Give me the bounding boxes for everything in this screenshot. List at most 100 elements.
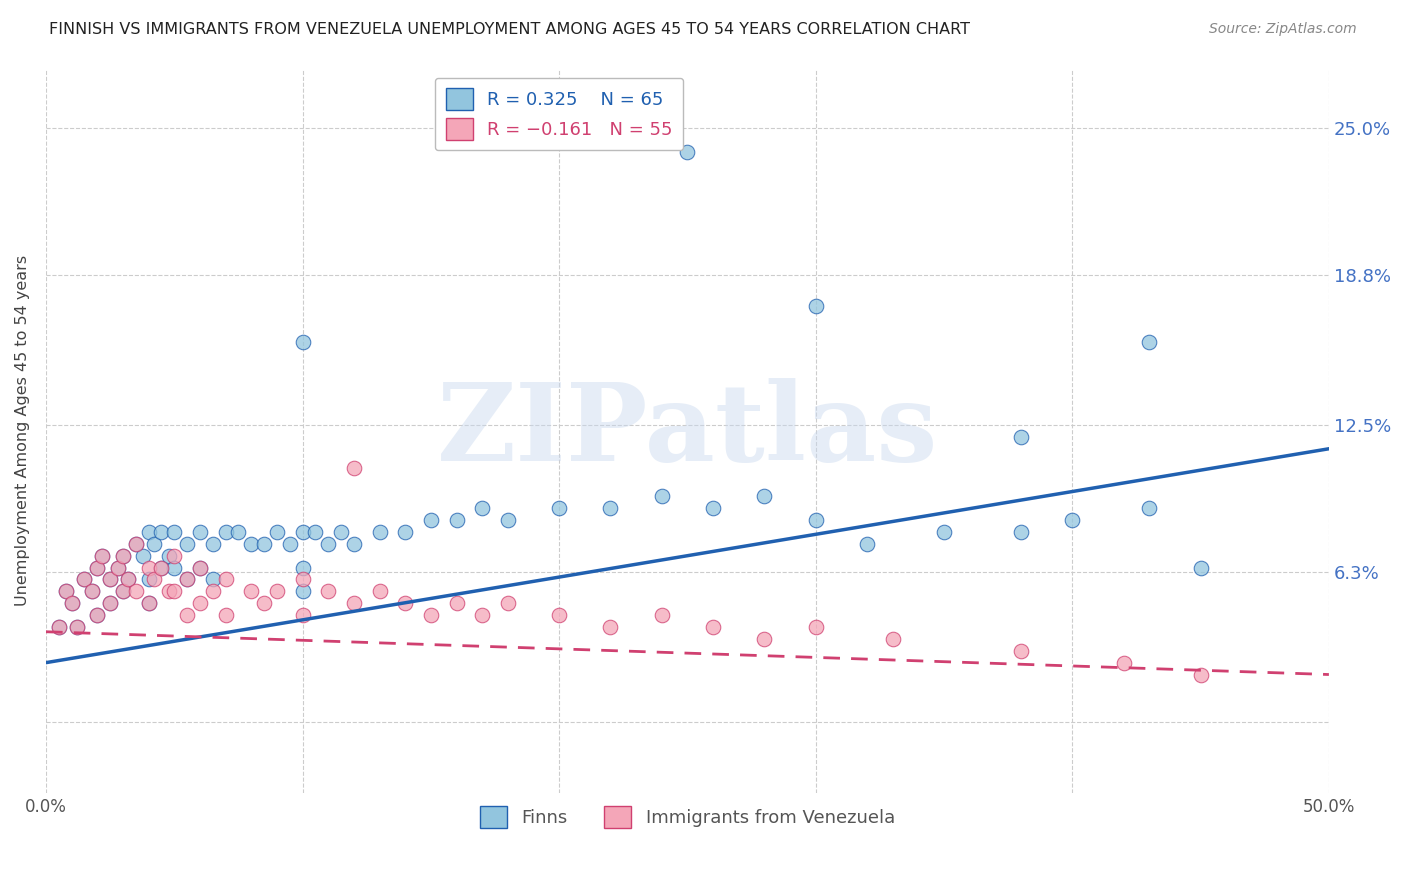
Point — [702, 620, 724, 634]
Y-axis label: Unemployment Among Ages 45 to 54 years: Unemployment Among Ages 45 to 54 years — [15, 255, 30, 607]
Point — [702, 501, 724, 516]
Point — [419, 608, 441, 623]
Point — [125, 584, 148, 599]
Point — [316, 584, 339, 599]
Point — [446, 596, 468, 610]
Point — [91, 549, 114, 563]
Point — [176, 608, 198, 623]
Point — [60, 596, 83, 610]
Point — [266, 524, 288, 539]
Point — [176, 573, 198, 587]
Point — [86, 608, 108, 623]
Point — [142, 537, 165, 551]
Point — [676, 145, 699, 159]
Point — [496, 596, 519, 610]
Point — [394, 524, 416, 539]
Point — [291, 560, 314, 574]
Point — [266, 584, 288, 599]
Point — [138, 524, 160, 539]
Point — [1010, 644, 1032, 658]
Point — [471, 501, 494, 516]
Point — [228, 524, 250, 539]
Point — [599, 620, 621, 634]
Point — [125, 537, 148, 551]
Point — [804, 299, 827, 313]
Point — [98, 573, 121, 587]
Point — [446, 513, 468, 527]
Point — [240, 584, 263, 599]
Point — [214, 524, 236, 539]
Point — [419, 513, 441, 527]
Point — [48, 620, 70, 634]
Point — [651, 608, 673, 623]
Point — [291, 584, 314, 599]
Point — [163, 584, 186, 599]
Point — [343, 460, 366, 475]
Point — [471, 608, 494, 623]
Point — [1137, 334, 1160, 349]
Point — [253, 537, 276, 551]
Point — [86, 560, 108, 574]
Point — [291, 524, 314, 539]
Point — [132, 549, 155, 563]
Point — [188, 560, 211, 574]
Point — [117, 573, 139, 587]
Point — [138, 573, 160, 587]
Point — [1189, 667, 1212, 681]
Point — [86, 608, 108, 623]
Point — [330, 524, 353, 539]
Point — [157, 584, 180, 599]
Point — [343, 537, 366, 551]
Point — [117, 573, 139, 587]
Point — [496, 513, 519, 527]
Legend: Finns, Immigrants from Venezuela: Finns, Immigrants from Venezuela — [472, 798, 903, 835]
Point — [60, 596, 83, 610]
Point — [214, 608, 236, 623]
Point — [1010, 524, 1032, 539]
Point — [368, 524, 391, 539]
Point — [316, 537, 339, 551]
Point — [66, 620, 89, 634]
Point — [754, 489, 776, 503]
Text: Source: ZipAtlas.com: Source: ZipAtlas.com — [1209, 22, 1357, 37]
Point — [55, 584, 77, 599]
Point — [111, 549, 134, 563]
Point — [150, 524, 173, 539]
Point — [86, 560, 108, 574]
Point — [201, 584, 224, 599]
Point — [107, 560, 129, 574]
Point — [1112, 656, 1135, 670]
Point — [55, 584, 77, 599]
Point — [142, 573, 165, 587]
Point — [201, 573, 224, 587]
Point — [73, 573, 96, 587]
Point — [111, 549, 134, 563]
Point — [188, 560, 211, 574]
Point — [368, 584, 391, 599]
Point — [138, 596, 160, 610]
Point — [111, 584, 134, 599]
Point — [1189, 560, 1212, 574]
Point — [548, 501, 571, 516]
Point — [278, 537, 301, 551]
Point — [150, 560, 173, 574]
Point — [882, 632, 904, 646]
Point — [932, 524, 955, 539]
Point — [343, 596, 366, 610]
Point — [176, 537, 198, 551]
Point — [253, 596, 276, 610]
Point — [176, 573, 198, 587]
Point — [82, 584, 104, 599]
Point — [150, 560, 173, 574]
Point — [98, 596, 121, 610]
Point — [1062, 513, 1084, 527]
Point — [188, 524, 211, 539]
Point — [1137, 501, 1160, 516]
Point — [651, 489, 673, 503]
Point — [91, 549, 114, 563]
Point — [599, 501, 621, 516]
Point — [304, 524, 326, 539]
Point — [240, 537, 263, 551]
Point — [291, 573, 314, 587]
Point — [98, 573, 121, 587]
